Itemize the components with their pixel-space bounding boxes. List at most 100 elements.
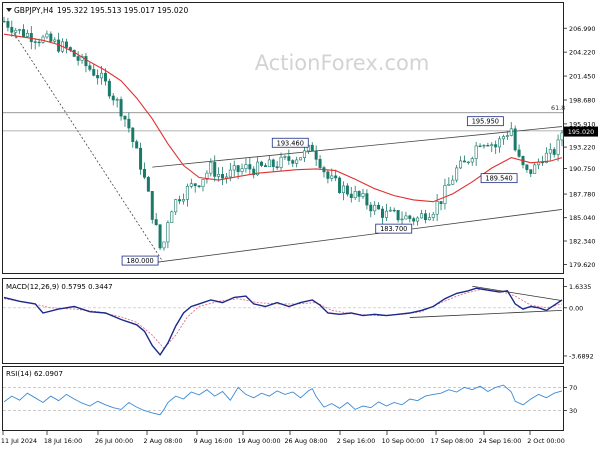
candle	[299, 157, 303, 161]
price-label-text: 189.540	[485, 175, 512, 183]
candle	[404, 211, 408, 220]
candle-body	[560, 132, 564, 141]
candle-body	[314, 150, 318, 160]
candle	[111, 92, 115, 106]
candle-body	[131, 127, 135, 142]
candle-body	[291, 160, 295, 164]
candle	[33, 38, 37, 50]
rsi-y-tick-label: 30	[569, 407, 577, 415]
candle-body	[470, 158, 474, 163]
candle	[533, 162, 537, 174]
x-tick-label: 26 Jul 00:00	[95, 437, 133, 445]
candle-body	[525, 164, 529, 170]
candle	[283, 155, 287, 160]
candle-body	[224, 176, 228, 179]
dropdown-arrow-icon[interactable]	[6, 8, 12, 12]
dashed-trend-line	[11, 29, 163, 261]
candle	[267, 155, 271, 168]
candle-body	[103, 72, 107, 82]
candle	[490, 142, 494, 153]
rsi-panel-frame	[2, 366, 564, 431]
candle-body	[142, 169, 146, 178]
candle	[443, 178, 447, 210]
price-header: GBPJPY,H4 195.322 195.513 195.017 195.02…	[6, 6, 188, 15]
x-axis: 11 Jul 2024 18 Jul 16:00 26 Jul 00:00 2 Aug…	[1, 431, 565, 445]
candle	[302, 147, 306, 162]
price-y-tick-label: 193.220	[569, 144, 595, 152]
candle-body	[513, 128, 517, 151]
macd-y-tick-label: 1.6335	[569, 283, 591, 291]
candle-body	[427, 217, 431, 221]
candle-body	[302, 150, 306, 158]
candle	[334, 169, 338, 182]
candle	[123, 115, 127, 127]
candle	[361, 188, 365, 200]
candle	[189, 178, 193, 189]
candle-body	[494, 144, 498, 148]
price-lines: 61.8	[3, 29, 565, 263]
candle	[166, 220, 170, 249]
candle-body	[404, 215, 408, 220]
price-y-tick-label: 185.040	[569, 214, 595, 222]
candle	[400, 211, 404, 227]
macd-line	[3, 287, 563, 356]
candle-body	[170, 211, 174, 223]
candle	[252, 166, 256, 179]
candle	[314, 145, 318, 166]
candle-body	[326, 171, 330, 179]
candle	[76, 51, 80, 66]
candle-body	[279, 156, 283, 168]
candle-body	[408, 215, 412, 219]
candle	[158, 224, 162, 251]
candle	[412, 216, 416, 226]
price-label-box	[271, 137, 309, 148]
candle-body	[64, 41, 68, 48]
candle	[6, 17, 10, 32]
candle-body	[33, 41, 37, 43]
candle	[263, 163, 267, 168]
candle-body	[462, 160, 466, 163]
candle-body	[466, 161, 470, 164]
candle	[509, 122, 513, 137]
candle-body	[162, 241, 166, 249]
candle-body	[10, 27, 14, 33]
candle	[373, 201, 377, 215]
candle-body	[189, 183, 193, 187]
candle-body	[482, 144, 486, 147]
candle-body	[37, 41, 41, 44]
candle-body	[459, 160, 463, 169]
candle	[295, 156, 299, 168]
macd-panel-frame	[2, 278, 564, 364]
price-y-tick-label: 204.220	[569, 49, 595, 57]
candle-body	[341, 185, 345, 193]
candle-body	[501, 136, 505, 140]
candle-body	[205, 172, 209, 180]
x-tick-label: 19 Aug 00:00	[237, 437, 280, 445]
macd-trend-lower	[409, 310, 563, 318]
candle	[96, 69, 100, 85]
candle	[248, 157, 252, 175]
candle	[388, 206, 392, 212]
x-tick-label: 26 Aug 08:00	[284, 437, 327, 445]
price-y-axis: 206.990 204.220 201.450 198.680 195.910 193.2…	[563, 25, 598, 269]
rsi-title: RSI(14) 62.0907	[6, 370, 63, 378]
candle	[45, 30, 49, 39]
price-y-tick-label: 201.450	[569, 73, 595, 81]
candle	[131, 127, 135, 148]
candle-body	[232, 165, 236, 171]
candle	[260, 160, 264, 168]
candle	[486, 142, 490, 147]
candle-body	[552, 149, 556, 155]
candle	[181, 193, 185, 205]
price-y-tick-label: 206.990	[569, 25, 595, 33]
candle-body	[338, 177, 342, 193]
candle	[92, 63, 96, 77]
candle	[53, 37, 57, 45]
candle	[544, 147, 548, 164]
rsi-line	[3, 384, 563, 416]
candle	[505, 130, 509, 140]
candle-body	[533, 164, 537, 174]
candle	[326, 170, 330, 184]
candle-body	[310, 144, 314, 152]
